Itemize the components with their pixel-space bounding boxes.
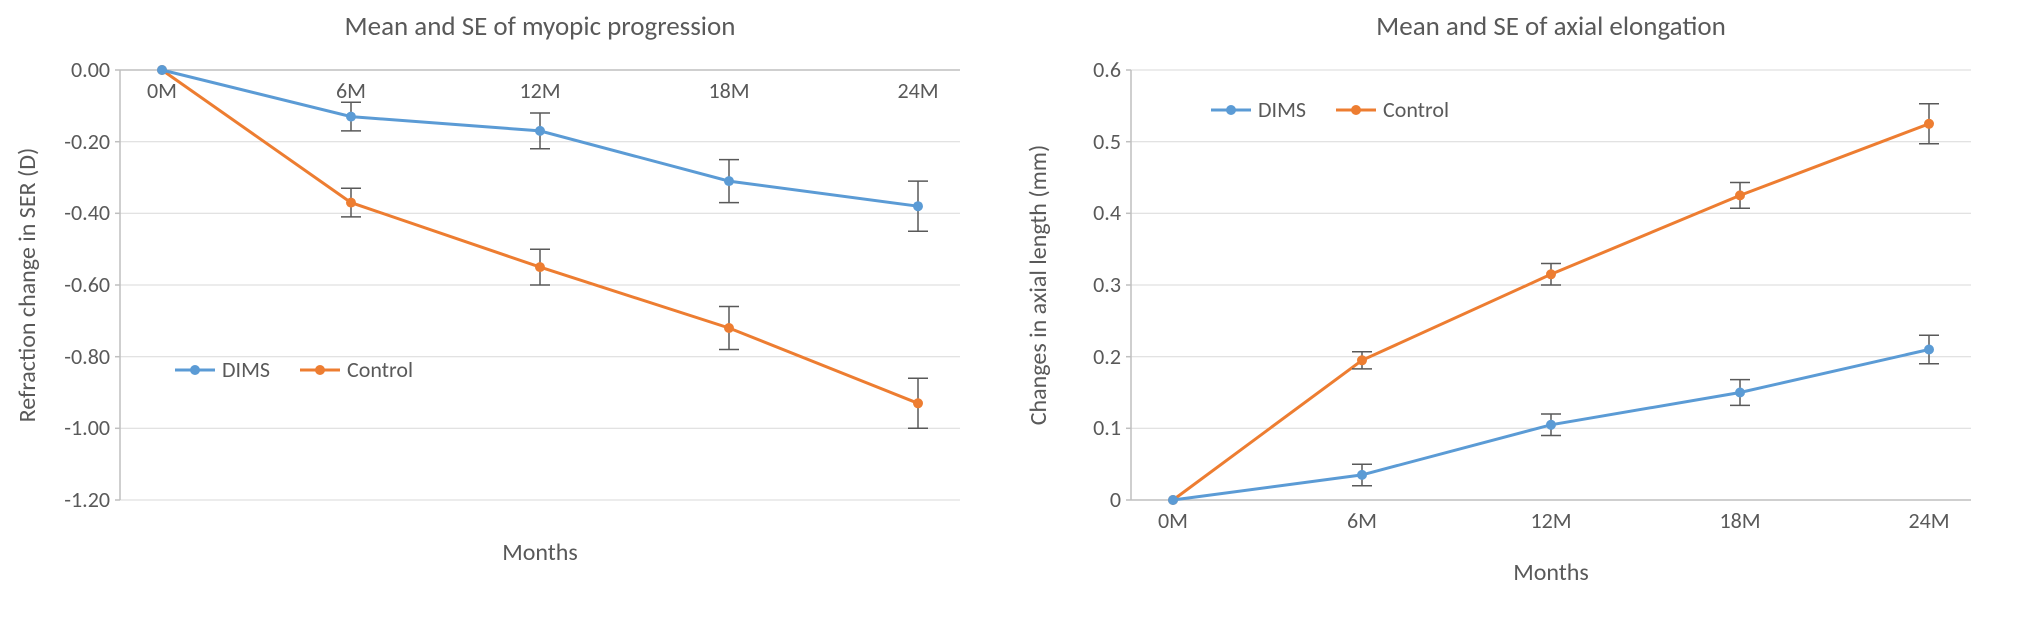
right-series-dims xyxy=(1168,335,1939,505)
right-x-axis-label: Months xyxy=(1513,558,1589,587)
svg-text:0.5: 0.5 xyxy=(1093,128,1121,155)
right-series-control xyxy=(1168,104,1939,505)
svg-text:6M: 6M xyxy=(1347,507,1377,534)
svg-text:0.6: 0.6 xyxy=(1093,56,1121,83)
svg-text:-0.20: -0.20 xyxy=(64,128,110,155)
right-panel: Mean and SE of axial elongation 0 0.1 0.… xyxy=(1011,0,2022,621)
svg-text:24M: 24M xyxy=(1908,507,1949,534)
left-x-axis-label: Months xyxy=(502,538,578,567)
svg-text:-1.00: -1.00 xyxy=(64,414,110,441)
right-y-axis-label: Changes in axial length (mm) xyxy=(1024,145,1053,425)
left-series-control xyxy=(157,65,928,428)
svg-text:12M: 12M xyxy=(1530,507,1571,534)
svg-text:0: 0 xyxy=(1110,486,1121,513)
left-legend-dims: DIMS xyxy=(175,356,270,383)
right-chart-title: Mean and SE of axial elongation xyxy=(1376,10,1726,43)
left-chart-svg: Mean and SE of myopic progression 0.00 -… xyxy=(0,0,1011,621)
right-chart-svg: Mean and SE of axial elongation 0 0.1 0.… xyxy=(1011,0,2022,621)
left-legend-control: Control xyxy=(300,356,413,383)
svg-text:-0.40: -0.40 xyxy=(64,199,110,226)
svg-text:DIMS: DIMS xyxy=(222,356,270,383)
right-y-tick-labels: 0 0.1 0.2 0.3 0.4 0.5 0.6 xyxy=(1093,56,1121,513)
figure-container: Mean and SE of myopic progression 0.00 -… xyxy=(0,0,2022,621)
svg-text:-0.80: -0.80 xyxy=(64,343,110,370)
svg-text:DIMS: DIMS xyxy=(1258,96,1306,123)
svg-text:12M: 12M xyxy=(519,77,560,104)
left-panel: Mean and SE of myopic progression 0.00 -… xyxy=(0,0,1011,621)
svg-text:0.4: 0.4 xyxy=(1093,199,1121,226)
svg-text:0.00: 0.00 xyxy=(71,56,110,83)
left-y-tick-labels: 0.00 -0.20 -0.40 -0.60 -0.80 -1.00 -1.20 xyxy=(64,56,110,513)
left-legend: DIMS Control xyxy=(175,356,413,383)
svg-text:Control: Control xyxy=(347,356,413,383)
svg-text:0M: 0M xyxy=(147,77,177,104)
svg-text:6M: 6M xyxy=(336,77,366,104)
right-legend-control: Control xyxy=(1336,96,1449,123)
svg-text:Control: Control xyxy=(1383,96,1449,123)
svg-text:18M: 18M xyxy=(708,77,749,104)
svg-text:0M: 0M xyxy=(1158,507,1188,534)
right-x-tick-labels: 0M 6M 12M 18M 24M xyxy=(1158,507,1950,534)
svg-text:0.3: 0.3 xyxy=(1093,271,1121,298)
right-legend: DIMS Control xyxy=(1211,96,1449,123)
svg-text:-0.60: -0.60 xyxy=(64,271,110,298)
svg-text:-1.20: -1.20 xyxy=(64,486,110,513)
svg-text:18M: 18M xyxy=(1719,507,1760,534)
svg-text:24M: 24M xyxy=(897,77,938,104)
left-x-tick-labels: 0M 6M 12M 18M 24M xyxy=(147,77,939,104)
left-chart-title: Mean and SE of myopic progression xyxy=(345,10,736,43)
svg-text:0.1: 0.1 xyxy=(1093,414,1121,441)
left-y-axis-label: Refraction change in SER (D) xyxy=(13,148,42,423)
svg-text:0.2: 0.2 xyxy=(1093,343,1121,370)
right-legend-dims: DIMS xyxy=(1211,96,1306,123)
